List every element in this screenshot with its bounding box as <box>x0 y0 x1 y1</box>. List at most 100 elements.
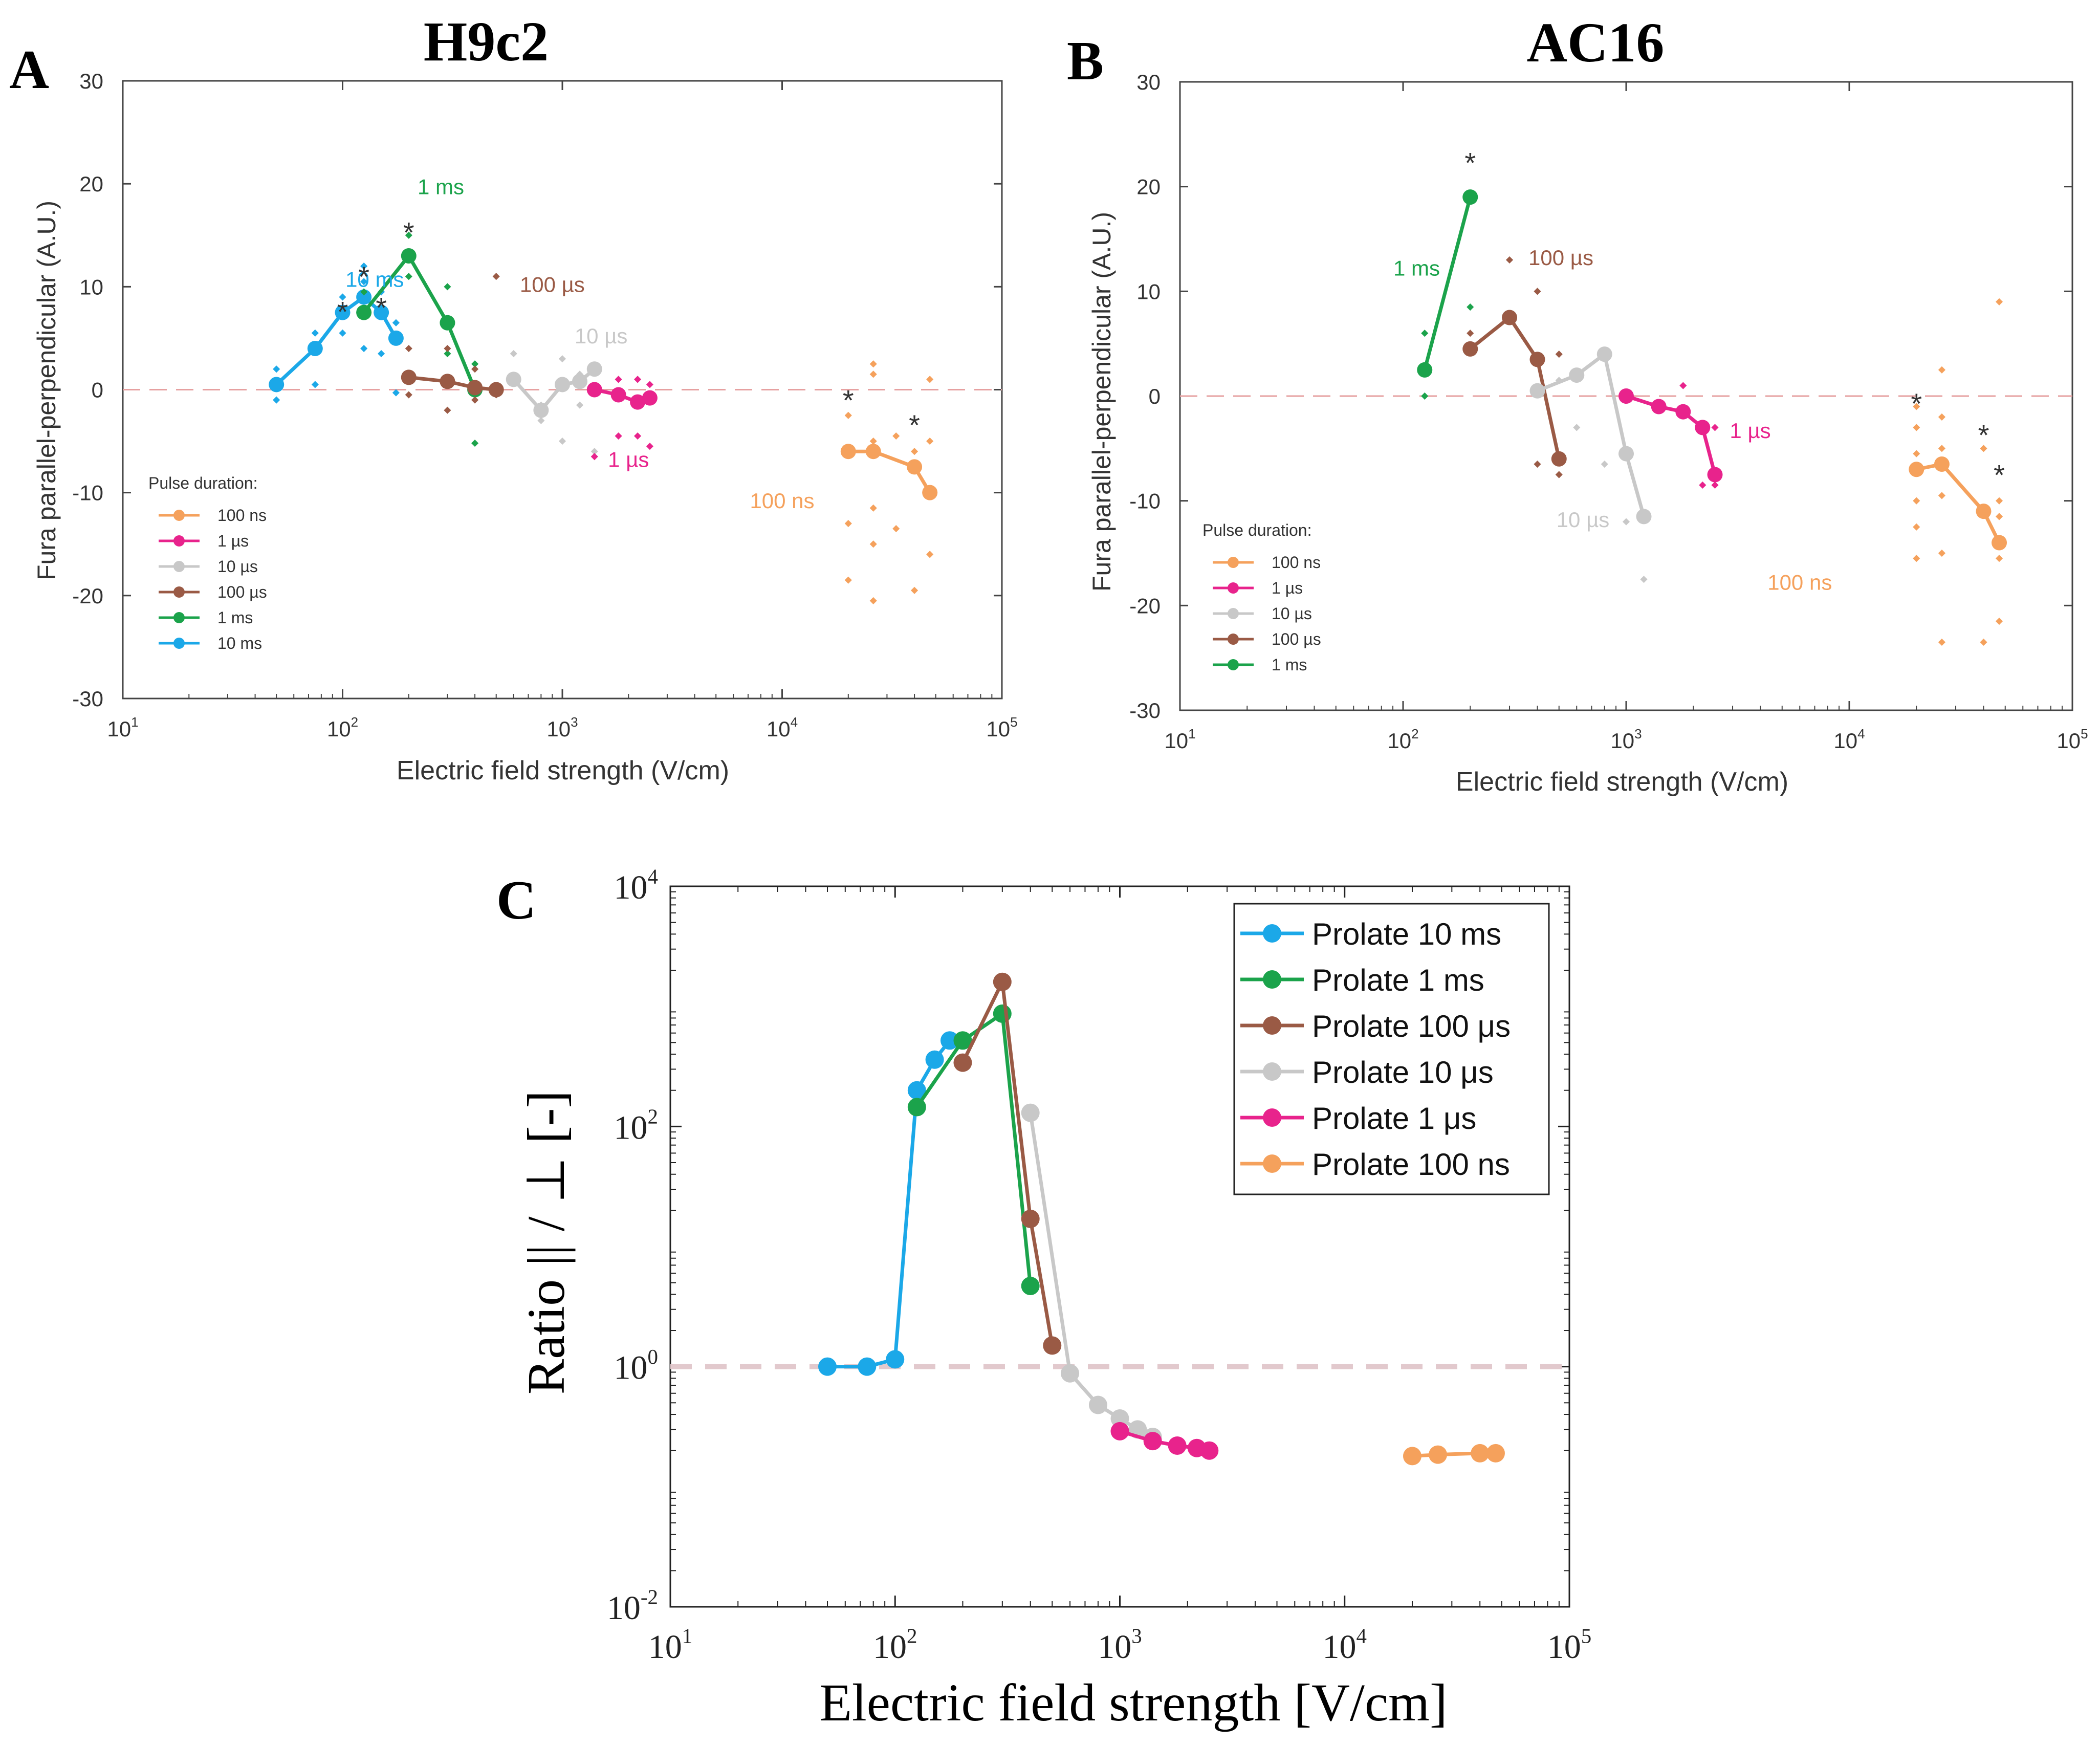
panel-a-series-100-us-replicate-point <box>471 396 479 404</box>
panel-b-significance-star: * <box>1978 419 1989 451</box>
panel-a-annotation-1-ms: 1 ms <box>418 174 464 199</box>
panel-c-legend-entry-prolate-1-ms: Prolate 1 ms <box>1312 963 1484 997</box>
panel-a-legend-entry-10-ms: 10 ms <box>217 634 262 652</box>
panel-a-annotation-100-us: 100 µs <box>520 272 585 296</box>
panel-a-legend-marker <box>173 510 185 521</box>
panel-a-series-100-ns-replicate-point <box>869 504 877 512</box>
panel-c-series-prolate-1-ms-point <box>907 1098 926 1117</box>
panel-a-legend-entry-10-us: 10 µs <box>217 557 258 576</box>
panel-a-series-1-us-mean-point <box>642 390 658 406</box>
panel-b-ytick-label: 20 <box>1136 175 1161 199</box>
panel-a-series-1-us-replicate-point <box>590 453 598 461</box>
panel-a-legend-entry-1-ms: 1 ms <box>217 608 253 627</box>
panel-c-series-prolate-1-ms-point <box>1021 1276 1040 1295</box>
panel-a-series-1-us-replicate-point <box>615 432 622 440</box>
panel-c-series-prolate-10-us-point <box>1110 1409 1129 1428</box>
panel-b-legend-entry-10-us: 10 µs <box>1272 604 1312 623</box>
panel-b-series-100-ns-mean-point <box>1992 535 2007 551</box>
panel-a-ytick-label: -10 <box>72 481 103 505</box>
panel-b-legend-entry-1-ms: 1 ms <box>1272 656 1307 674</box>
panel-b-series-100-us-mean-point <box>1551 451 1567 467</box>
panel-b-legend-entry-100-us: 100 µs <box>1272 630 1321 648</box>
panel-b-series-100-us-mean-point <box>1529 352 1545 367</box>
panel-a-series-1-us-mean-point <box>586 382 602 398</box>
panel-a-series-100-ns-replicate-point <box>926 438 934 445</box>
panel-a-legend-marker <box>173 638 185 649</box>
panel-a-series-100-ns-replicate-point <box>892 525 900 533</box>
panel-a-series-10-us-mean-point <box>533 402 549 418</box>
panel-a-significance-star: * <box>376 292 387 324</box>
panel-a-series-10-us-replicate-point <box>510 350 517 358</box>
panel-a-series-10-us-replicate-point <box>576 401 584 409</box>
panel-a-ytick-label: 10 <box>79 275 103 299</box>
panel-a-xtick-label: 102 <box>327 714 358 741</box>
panel-a-series-10-ms-replicate-point <box>378 350 385 358</box>
panel-a-legend-entry-100-us: 100 µs <box>217 583 267 601</box>
panel-a-series-100-us-mean-point <box>488 382 504 398</box>
panel-c-legend-marker <box>1263 1154 1281 1173</box>
panel-c-series-prolate-100-us-point <box>953 1053 972 1072</box>
panel-a-legend: Pulse duration: 100 ns 1 µs 10 µs 100 µs 1 ms… <box>148 474 267 652</box>
panel-a-series-10-us-replicate-point <box>558 355 566 363</box>
panel-a-series-10-ms-mean-point <box>388 330 404 346</box>
panel-c-xlabel: Electric field strength [V/cm] <box>819 1673 1447 1732</box>
panel-a-series-10-ms-mean-point <box>307 341 323 357</box>
panel-b-annotation-10-us: 10 µs <box>1557 508 1610 532</box>
panel-a-series-100-ns-replicate-point <box>869 438 877 445</box>
panel-a-legend-marker <box>173 561 185 572</box>
panel-a-significance-star: * <box>843 384 854 417</box>
panel-a-series-100-us-mean-point <box>467 380 483 396</box>
panel-a-series-1-us-replicate-point <box>615 376 622 383</box>
panel-b-series-1-us-mean-point <box>1651 399 1667 414</box>
panel-a-series-100-ns-replicate-point <box>926 551 934 558</box>
panel-c-legend-entry-prolate-10-us: Prolate 10 μs <box>1312 1055 1494 1089</box>
panel-a-legend-marker <box>173 586 185 598</box>
panel-c-legend-entry-prolate-10-ms: Prolate 10 ms <box>1312 917 1501 951</box>
panel-b-series-10-us-mean-point <box>1529 383 1545 399</box>
panel-b-ytick-label: -30 <box>1129 699 1161 723</box>
panel-b-series-10-us-mean-point <box>1569 367 1585 383</box>
panel-b-annotation-100-us: 100 µs <box>1528 246 1593 270</box>
panel-b-series-100-ns-mean-point <box>1934 456 1950 472</box>
panel-a-series-1-ms-mean-point <box>440 315 455 331</box>
panel-a-series-10-us-replicate-point <box>558 438 566 445</box>
panel-label-c: C <box>496 870 536 931</box>
panel-a-annotation-10-us: 10 µs <box>575 324 628 348</box>
panel-a-xtick-label: 103 <box>546 714 578 741</box>
panel-c-ytick-label: 100 <box>614 1345 658 1387</box>
panel-a-series-100-us-mean-point <box>440 374 455 389</box>
panel-c-series-prolate-1-ms-line <box>915 1010 1033 1286</box>
panel-b-significance-star: * <box>1994 459 2005 491</box>
panel-a-series-100-us-mean-point <box>401 369 417 385</box>
panel-a-series-100-ns-replicate-point <box>869 360 877 368</box>
panel-a-series-100-us-line <box>408 375 497 391</box>
panel-a-series-100-ns-mean-point <box>922 485 938 500</box>
panel-c-series-prolate-1-ms-point <box>953 1031 972 1050</box>
panel-b-series-1-us-mean-point <box>1707 467 1723 483</box>
panel-c-series-prolate-100-us-point <box>1021 1209 1040 1228</box>
panel-a-series-10-us-replicate-point <box>590 448 598 455</box>
panel-a-series-100-ns-mean-point <box>840 444 856 460</box>
panel-b-legend-marker <box>1228 557 1239 568</box>
panel-b-series-100-ns-mean-point <box>1976 504 1992 519</box>
panel-b-series-1-us-mean-point <box>1695 420 1711 435</box>
panel-a-series-10-ms-mean-point <box>356 289 372 305</box>
panel-a-series-100-ns-line <box>848 449 932 494</box>
panel-c-series-prolate-1-us-point <box>1143 1432 1162 1451</box>
panel-c-legend-marker <box>1263 970 1281 989</box>
panel-a-series-1-us-replicate-point <box>646 381 653 388</box>
panel-a-series-1-ms-replicate-point <box>471 440 479 447</box>
panel-a-series-1-ms-replicate-point <box>405 231 412 239</box>
panel-b-legend-marker <box>1228 659 1239 670</box>
panel-b-title: AC16 <box>1527 11 1665 74</box>
panel-a-title: H9c2 <box>424 10 549 73</box>
panel-a-ytick-label: -30 <box>72 687 103 711</box>
panel-a-xtick-label: 101 <box>107 714 138 741</box>
panel-c-series-prolate-100-us-point <box>993 972 1012 991</box>
panel-c-series-prolate-100-ns-point <box>1429 1445 1448 1464</box>
panel-b-series-100-us-mean-point <box>1502 310 1518 325</box>
panel-a-series-1-ms-mean-point <box>356 304 372 320</box>
panel-a-series-1-us-mean-point <box>630 394 646 410</box>
panel-a-series-100-us-replicate-point <box>492 273 500 280</box>
